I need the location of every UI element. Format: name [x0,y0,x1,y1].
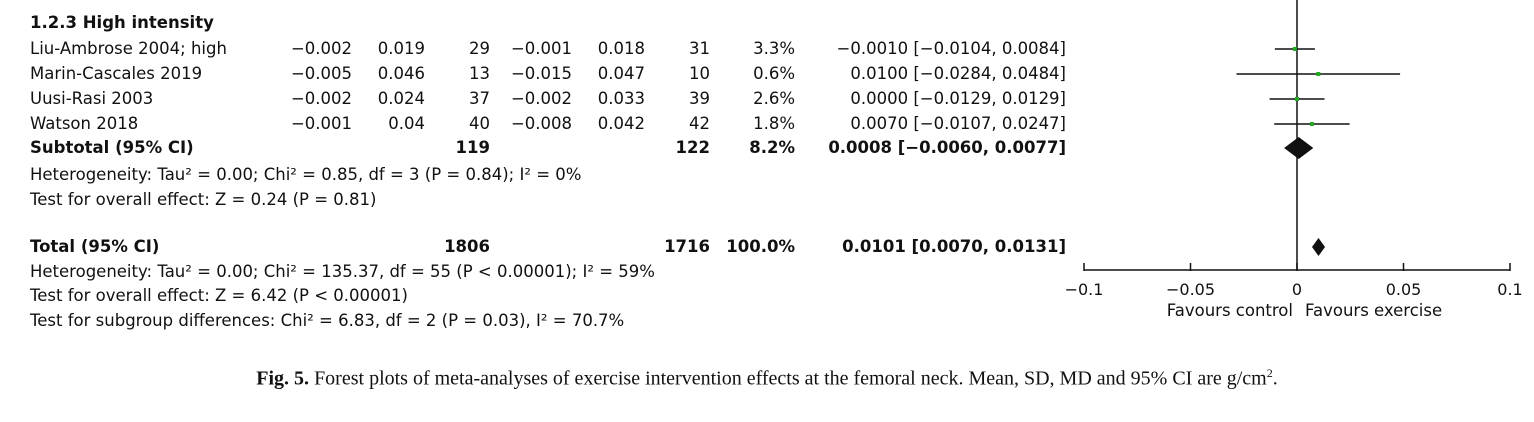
cell-name: Liu-Ambrose 2004; high [30,39,227,58]
subgroup-title: 1.2.3 High intensity [30,13,214,32]
cell-weight: 2.6% [753,89,795,108]
cell-ctl-sd: 0.018 [597,39,645,58]
cell-exp-total: 1806 [444,237,490,256]
cell-exp-total: 29 [469,39,490,58]
forest-plot: −0.1 −0.05 0 0.05 0.1 Favours control Favours … [1065,0,1523,320]
cell-exp-mean: −0.001 [290,114,352,133]
x-label-right: Favours exercise [1305,301,1442,320]
caption-text: Forest plots of meta-analyses of exercis… [314,367,1267,390]
cell-weight: 1.8% [753,114,795,133]
cell-ctl-total: 10 [689,64,710,83]
total-heterogeneity: Heterogeneity: Tau² = 0.00; Chi² = 135.3… [30,262,655,281]
cell-label: Subtotal (95% CI) [30,138,194,157]
summary-diamond [1284,137,1314,159]
x-tick-label: −0.05 [1166,280,1215,299]
x-label-left: Favours control [1167,301,1293,320]
cell-md: 0.0008 [−0.0060, 0.0077] [828,138,1066,157]
total-overall-effect: Test for overall effect: Z = 6.42 (P < 0… [30,286,408,305]
cell-ctl-total: 122 [675,138,710,157]
cell-ctl-total: 1716 [664,237,710,256]
cell-exp-mean: −0.002 [290,39,352,58]
cell-ctl-total: 42 [689,114,710,133]
cell-ctl-mean: −0.015 [510,64,572,83]
cell-weight: 3.3% [753,39,795,58]
point-estimate [1292,47,1297,51]
point-estimate [1316,72,1321,76]
cell-exp-total: 40 [469,114,490,133]
cell-name: Marin-Cascales 2019 [30,64,203,83]
cell-md: 0.0101 [0.0070, 0.0131] [842,237,1066,256]
cell-weight: 100.0% [726,237,795,256]
cell-ctl-mean: −0.001 [510,39,572,58]
cell-ctl-mean: −0.008 [510,114,572,133]
cell-exp-mean: −0.005 [290,64,352,83]
cell-weight: 0.6% [753,64,795,83]
x-tick-label: 0.05 [1386,280,1422,299]
point-estimate [1309,122,1314,126]
subgroup-differences: Test for subgroup differences: Chi² = 6.… [30,311,625,330]
figure-caption: Fig. 5. Forest plots of meta-analyses of… [0,366,1534,391]
cell-exp-sd: 0.046 [377,64,425,83]
cell-name: Watson 2018 [30,114,139,133]
cell-exp-sd: 0.019 [377,39,425,58]
cell-md: 0.0100 [−0.0284, 0.0484] [850,64,1066,83]
caption-superscript: 2 [1266,366,1273,380]
x-tick-label: 0 [1292,280,1302,299]
cell-md: 0.0070 [−0.0107, 0.0247] [850,114,1066,133]
cell-ctl-total: 39 [689,89,710,108]
caption-label: Fig. 5. [256,367,310,390]
cell-exp-total: 37 [469,89,490,108]
cell-exp-mean: −0.002 [290,89,352,108]
summary-diamond [1312,238,1326,256]
cell-md: −0.0010 [−0.0104, 0.0084] [836,39,1066,58]
point-estimate [1295,97,1299,101]
cell-ctl-mean: −0.002 [510,89,572,108]
cell-ctl-sd: 0.042 [597,114,645,133]
cell-ctl-sd: 0.033 [597,89,645,108]
cell-ctl-sd: 0.047 [597,64,645,83]
x-tick-label: 0.1 [1497,280,1522,299]
cell-ctl-total: 31 [689,39,710,58]
cell-exp-sd: 0.04 [388,114,425,133]
caption-end: . [1272,367,1278,390]
cell-exp-total: 13 [469,64,490,83]
subgroup-overall-effect: Test for overall effect: Z = 0.24 (P = 0… [30,190,377,209]
cell-label: Total (95% CI) [30,237,160,256]
cell-exp-total: 119 [455,138,490,157]
x-tick-label: −0.1 [1065,280,1104,299]
cell-exp-sd: 0.024 [377,89,425,108]
subgroup-heterogeneity: Heterogeneity: Tau² = 0.00; Chi² = 0.85,… [30,165,582,184]
cell-weight: 8.2% [749,138,795,157]
cell-name: Uusi-Rasi 2003 [30,89,154,108]
cell-md: 0.0000 [−0.0129, 0.0129] [850,89,1066,108]
